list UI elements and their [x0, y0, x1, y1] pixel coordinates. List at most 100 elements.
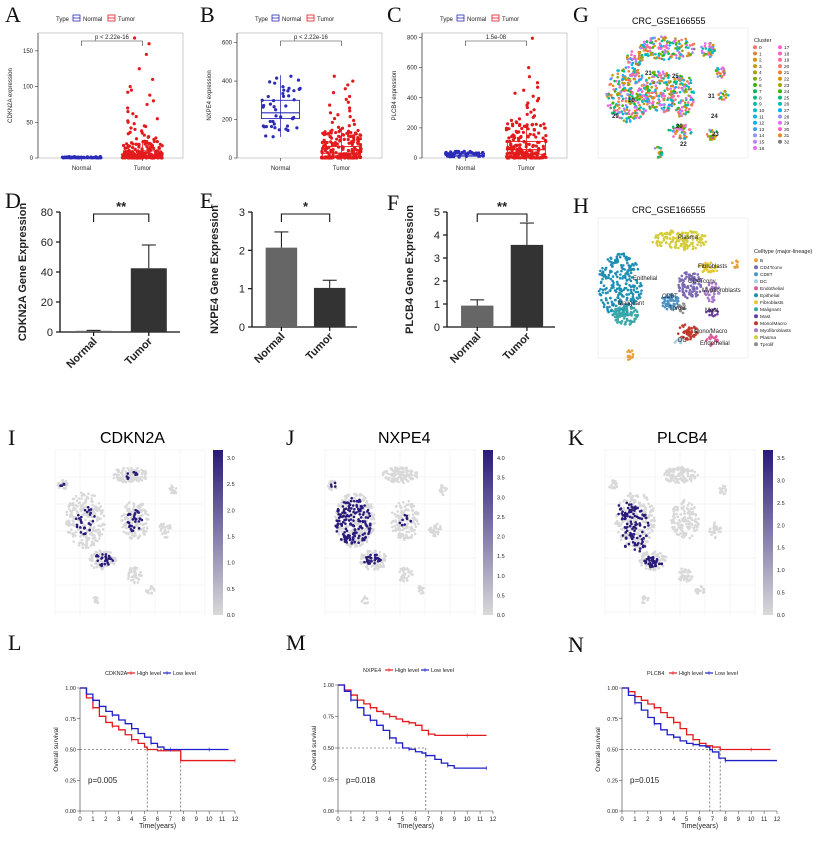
cell-point — [609, 296, 612, 300]
cell-point — [372, 528, 375, 531]
cell-point — [600, 271, 604, 275]
cell-point — [689, 131, 693, 134]
cell-point — [629, 518, 633, 522]
outlier-point — [151, 99, 156, 103]
cell-point — [612, 312, 616, 316]
cell-point — [634, 290, 638, 294]
cell-point — [620, 269, 623, 273]
cell-point — [736, 260, 739, 264]
cell-point — [629, 319, 633, 323]
cell-point — [662, 98, 666, 102]
legend-celltype-label: Fibroblasts — [760, 300, 784, 306]
cell-point — [685, 233, 689, 237]
cell-point — [679, 74, 682, 78]
cell-point — [692, 47, 696, 51]
cell-point — [650, 504, 654, 508]
cell-point — [634, 111, 637, 115]
cell-point — [342, 509, 346, 512]
cell-point — [615, 92, 619, 96]
cell-point — [81, 503, 84, 507]
cell-point — [397, 480, 400, 484]
legend-swatch — [753, 108, 757, 113]
cell-point — [680, 114, 683, 118]
cell-point — [84, 546, 88, 550]
cell-point — [661, 70, 665, 74]
cell-point — [67, 521, 71, 524]
cell-point — [102, 565, 106, 568]
cell-point — [616, 315, 620, 319]
color-scale-label: 2.5 — [497, 515, 505, 521]
cell-point — [716, 75, 720, 78]
cell-point — [349, 499, 353, 503]
cell-point — [62, 482, 66, 486]
cell-point — [139, 571, 142, 574]
cell-point — [102, 514, 106, 518]
outlier-point — [140, 131, 144, 135]
legend-swatch — [754, 328, 758, 333]
cell-point — [607, 96, 611, 100]
cell-point — [638, 103, 641, 107]
y-tick-label: 400 — [222, 79, 233, 85]
cell-point — [642, 102, 646, 106]
cell-point — [374, 550, 378, 553]
cell-point — [134, 572, 137, 575]
cell-point — [137, 578, 141, 581]
cell-point — [606, 301, 610, 305]
cell-point — [84, 505, 87, 509]
color-scale-label: 0.5 — [497, 593, 505, 599]
cell-point — [695, 238, 699, 242]
data-point — [513, 155, 517, 160]
legend-tumor: Tumor — [118, 17, 135, 23]
cell-point — [639, 115, 642, 118]
data-point — [325, 140, 329, 145]
cell-point — [655, 94, 659, 98]
cell-point — [613, 79, 616, 83]
data-point — [138, 156, 142, 160]
cell-point — [80, 515, 83, 519]
cell-point — [640, 53, 644, 57]
cell-point — [161, 526, 165, 529]
cell-point — [692, 100, 695, 104]
y-tick-label: 5 — [434, 207, 440, 219]
data-point — [352, 134, 356, 138]
data-point — [268, 119, 272, 124]
cell-point — [631, 544, 635, 548]
cell-point — [710, 281, 714, 285]
cell-point — [706, 296, 710, 300]
cell-point — [708, 313, 711, 317]
cell-point — [138, 522, 142, 526]
panel-label-n: N — [568, 632, 584, 657]
y-tick-label: 4 — [434, 230, 440, 242]
cell-point — [657, 233, 660, 237]
cell-point — [96, 596, 99, 600]
data-point — [531, 143, 535, 148]
legend-cluster-label: 27 — [784, 108, 790, 114]
cell-point — [91, 555, 94, 559]
cell-point — [390, 521, 393, 525]
cell-point — [75, 525, 79, 529]
cell-point — [361, 598, 365, 601]
cell-point — [614, 304, 618, 308]
cell-point — [646, 49, 649, 53]
cell-point — [624, 97, 628, 100]
cell-point — [604, 291, 608, 295]
cell-point — [100, 568, 104, 571]
cell-point — [126, 520, 130, 524]
cell-point — [715, 265, 719, 269]
cell-point — [704, 261, 707, 265]
cell-point — [627, 264, 631, 267]
cell-point — [369, 553, 372, 557]
cell-point — [71, 519, 75, 523]
cell-point — [371, 515, 375, 519]
cell-point — [609, 277, 613, 281]
cell-point — [144, 477, 147, 480]
y-tick-label: 60 — [41, 237, 53, 249]
cell-point — [654, 39, 658, 43]
cell-point — [618, 302, 622, 305]
cell-point — [358, 513, 362, 516]
cell-point — [656, 240, 660, 243]
cell-point — [125, 516, 129, 519]
cell-point — [130, 575, 134, 579]
cell-point — [699, 236, 702, 239]
cell-point — [632, 73, 635, 77]
